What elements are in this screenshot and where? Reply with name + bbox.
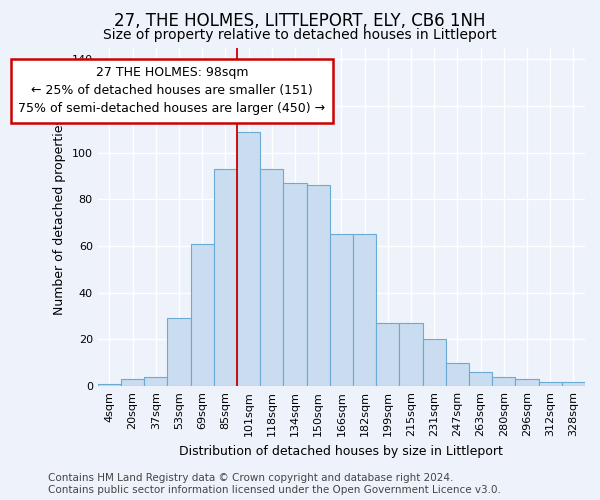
Bar (307, 186, 330, 386)
Text: 27, THE HOLMES, LITTLEPORT, ELY, CB6 1NH: 27, THE HOLMES, LITTLEPORT, ELY, CB6 1NH (114, 12, 486, 30)
Bar (539, 382, 562, 386)
Bar (283, 183, 307, 386)
Text: 27 THE HOLMES: 98sqm
← 25% of detached houses are smaller (151)
75% of semi-deta: 27 THE HOLMES: 98sqm ← 25% of detached h… (19, 66, 326, 115)
Text: Contains HM Land Registry data © Crown copyright and database right 2024.
Contai: Contains HM Land Registry data © Crown c… (48, 474, 501, 495)
X-axis label: Distribution of detached houses by size in Littleport: Distribution of detached houses by size … (179, 444, 503, 458)
Bar (121, 379, 144, 386)
Bar (330, 234, 353, 386)
Bar (260, 169, 283, 386)
Bar (214, 169, 237, 386)
Bar (376, 323, 400, 386)
Y-axis label: Number of detached properties: Number of detached properties (53, 118, 66, 316)
Bar (237, 132, 260, 386)
Bar (353, 234, 376, 386)
Bar (422, 340, 446, 386)
Bar (144, 377, 167, 386)
Bar (515, 379, 539, 386)
Bar (167, 318, 191, 386)
Bar (98, 384, 121, 386)
Bar (400, 323, 422, 386)
Bar (446, 363, 469, 386)
Bar (191, 244, 214, 386)
Bar (562, 382, 585, 386)
Bar (469, 372, 492, 386)
Text: Size of property relative to detached houses in Littleport: Size of property relative to detached ho… (103, 28, 497, 42)
Bar (492, 377, 515, 386)
